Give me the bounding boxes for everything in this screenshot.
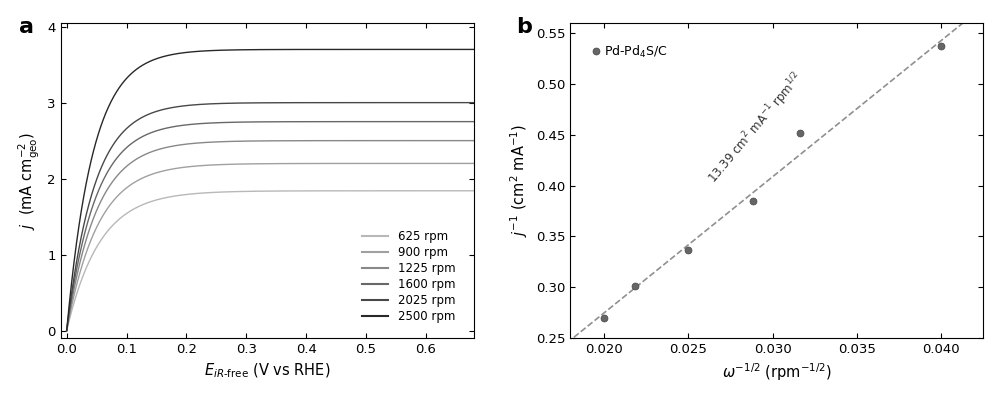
Text: 13.39 cm$^{2}$ mA$^{-1}$ rpm$^{1/2}$: 13.39 cm$^{2}$ mA$^{-1}$ rpm$^{1/2}$: [704, 69, 808, 188]
Pd-Pd$_4$S/C: [935, 44, 947, 49]
Legend: Pd-Pd$_4$S/C: Pd-Pd$_4$S/C: [589, 38, 673, 65]
Text: b: b: [516, 16, 532, 36]
Legend: 625 rpm, 900 rpm, 1225 rpm, 1600 rpm, 2025 rpm, 2500 rpm: 625 rpm, 900 rpm, 1225 rpm, 1600 rpm, 20…: [362, 230, 456, 323]
Pd-Pd$_4$S/C: [794, 130, 806, 135]
Pd-Pd$_4$S/C: [598, 316, 610, 320]
Pd-Pd$_4$S/C: [682, 247, 694, 252]
Line: Pd-Pd$_4$S/C: Pd-Pd$_4$S/C: [600, 43, 945, 321]
X-axis label: $\omega^{-1/2}$ (rpm$^{-1/2}$): $\omega^{-1/2}$ (rpm$^{-1/2}$): [722, 362, 832, 383]
Pd-Pd$_4$S/C: [629, 284, 641, 289]
Pd-Pd$_4$S/C: [747, 198, 759, 203]
Y-axis label: $j$  (mA cm$^{-2}_{\mathrm{geo}}$): $j$ (mA cm$^{-2}_{\mathrm{geo}}$): [17, 132, 42, 230]
X-axis label: $E_{iR\text{-free}}$ (V vs RHE): $E_{iR\text{-free}}$ (V vs RHE): [204, 362, 330, 380]
Text: a: a: [19, 16, 34, 36]
Y-axis label: $j^{-1}$ (cm$^{2}$ mA$^{-1}$): $j^{-1}$ (cm$^{2}$ mA$^{-1}$): [509, 124, 530, 237]
